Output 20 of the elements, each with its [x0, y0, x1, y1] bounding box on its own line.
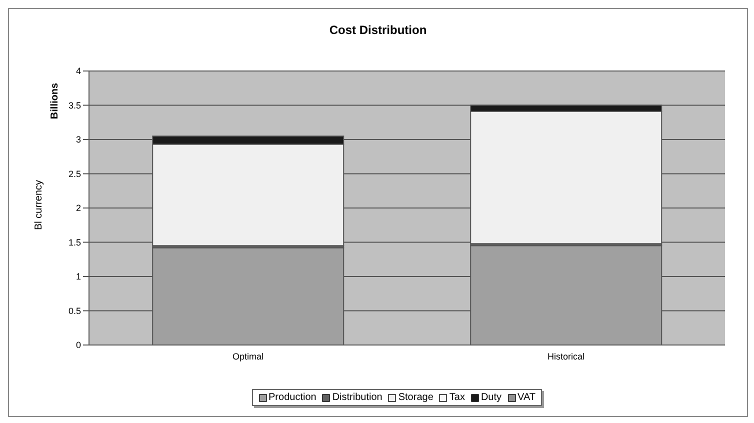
y-tick-label: 0 [76, 340, 81, 350]
x-tick-label: Optimal [232, 351, 264, 362]
y-tick-label: 1 [76, 272, 81, 282]
y-tick-label: 1.5 [68, 237, 81, 248]
text: Billions [50, 82, 60, 120]
y-tick-label: 3 [76, 134, 81, 145]
y-tick-label: 2 [76, 203, 81, 214]
y-tick-label: 3.5 [68, 100, 81, 110]
legend-label: Tax [448, 392, 465, 403]
chart-title: Cost Distribution [328, 23, 428, 37]
y-tick-label: 2.5 [68, 168, 81, 179]
legend-label: Duty [480, 392, 502, 403]
legend-label: Production [268, 392, 316, 403]
legend-label: VAT [516, 392, 536, 403]
legend-label: Storage [397, 392, 434, 403]
y-tick-label: 0.5 [68, 306, 81, 316]
x-tick-label: Historical [547, 351, 585, 362]
legend-label: Distribution [331, 392, 382, 403]
y-axis-title: Bl currency [34, 180, 44, 230]
y-tick-label: 4 [76, 66, 81, 76]
